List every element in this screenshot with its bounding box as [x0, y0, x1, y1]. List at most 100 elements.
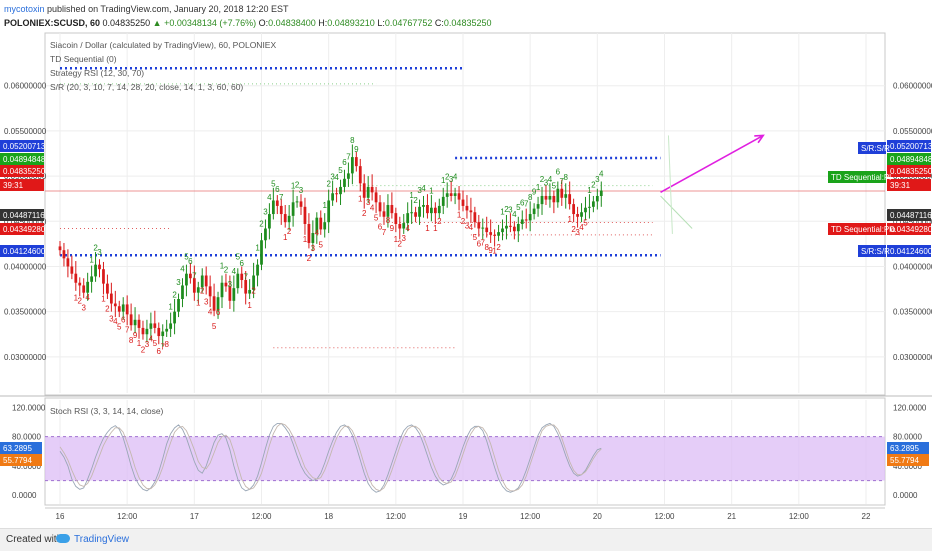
td-count-label: 4	[267, 193, 272, 202]
td-count-label: 4	[113, 317, 118, 326]
candles	[58, 144, 603, 347]
candle-body	[70, 266, 74, 274]
change-value: +0.00348134 (+7.76%)	[164, 18, 257, 28]
td-count-label: 8	[563, 173, 568, 182]
stoch-axis-right[interactable]: 120.0000 120.0000 80.0000 80.0000 40.0000 40.…	[12, 403, 927, 500]
td-count-label: 5	[319, 240, 324, 249]
td-count-label: 7	[524, 199, 529, 208]
td-count-label: 1	[283, 233, 288, 242]
x-tick-label: 20	[593, 512, 602, 521]
tradingview-brand[interactable]: TradingView	[74, 534, 130, 545]
tag-text: 0.04894848	[3, 155, 46, 164]
tag-text: TD Sequential:Pl	[831, 173, 891, 182]
x-tick-label: 18	[324, 512, 333, 521]
td-count-label: 5	[271, 179, 276, 188]
td-count-label: 6	[216, 308, 221, 317]
td-count-label: 1	[500, 208, 505, 217]
tag-bg	[887, 140, 931, 152]
stoch-tick-label: 0.0000	[893, 491, 918, 500]
published-text: published on TradingView.com, January 20…	[47, 4, 289, 14]
candle-body	[350, 157, 354, 174]
td-count-label: 5	[583, 219, 588, 228]
td-count-label: 9	[354, 145, 359, 154]
td-count-label: 2	[287, 227, 292, 236]
candle-body	[173, 311, 176, 324]
td-count-label: 3	[575, 228, 580, 237]
candle-body	[279, 205, 283, 215]
candle-body	[584, 207, 587, 213]
tag-text: 63.2895	[890, 444, 919, 453]
projection-line	[660, 134, 764, 194]
candle-body	[473, 212, 477, 223]
candle-body	[244, 280, 248, 294]
td-count-label: 4	[599, 170, 604, 179]
td-count-label: 3	[595, 175, 600, 184]
td-count-label: 8	[528, 193, 533, 202]
candle-body	[512, 226, 516, 232]
candle-body	[109, 293, 113, 304]
candle-body	[366, 186, 370, 198]
legend-stoch[interactable]: Stoch RSI (3, 3, 14, 14, close)	[50, 406, 164, 416]
candle-body	[192, 278, 196, 293]
td-count-label: 2	[295, 180, 300, 189]
td-count-label: 1	[567, 215, 572, 224]
td-count-label: 6	[188, 257, 193, 266]
tag-text: 0.04349280	[3, 225, 46, 234]
candle-body	[461, 199, 465, 206]
tag-bg	[887, 223, 931, 235]
candle-body	[382, 211, 386, 217]
x-tick-label: 12:00	[789, 512, 810, 521]
legend-main-title[interactable]: Siacoin / Dollar (calculated by TradingV…	[50, 40, 276, 50]
time-axis[interactable]: 16 12:00 17 12:00 18 12:00 19 12:00 20 12:00 21 12:…	[56, 512, 871, 521]
candle-body	[347, 173, 350, 179]
candle-body	[315, 217, 319, 234]
td-count-label: 7	[560, 177, 565, 186]
candle-body	[358, 166, 362, 184]
td-count-label: 1	[101, 295, 106, 304]
y-tick-label-left: 0.06000000	[4, 82, 47, 91]
candle-body	[129, 314, 133, 326]
y-tick-label: 0.04500000	[893, 217, 932, 226]
legend-sr[interactable]: S/R (20, 3, 10, 7, 14, 28, 20, close, 14…	[50, 82, 243, 92]
candle-body	[339, 186, 342, 195]
td-count-label: 4	[453, 172, 458, 181]
td-count-label: 5	[516, 203, 521, 212]
legend-td[interactable]: TD Sequential (0)	[50, 54, 117, 64]
candle-body	[599, 190, 603, 196]
low-label: L:	[377, 18, 385, 28]
x-tick-label: 19	[459, 512, 468, 521]
candle-body	[505, 225, 508, 229]
main-pane[interactable]	[44, 32, 886, 396]
tag-text: 0.04124600	[890, 247, 932, 256]
candle-body	[323, 222, 327, 230]
td-count-label: 3	[263, 208, 268, 217]
candle-body	[354, 157, 358, 167]
y-tick-label-left: 0.03000000	[4, 353, 47, 362]
td-count-label: 3	[417, 186, 422, 195]
td-count-label: 4	[469, 223, 474, 232]
td-count-label: 4	[512, 210, 517, 219]
candle-body	[422, 205, 425, 207]
td-count-label: 5	[117, 323, 122, 332]
candle-body	[445, 193, 449, 197]
stoch-tick-label: 120.0000	[893, 403, 927, 412]
legend-rsi[interactable]: Strategy RSI (12, 30, 70)	[50, 68, 144, 78]
left-price-tag: 0.04349280	[0, 223, 46, 235]
tag-text: S/R:S/R	[861, 247, 890, 256]
candle-body	[283, 214, 287, 223]
td-count-label: 5	[236, 253, 241, 262]
td-count-label: 1	[409, 191, 414, 200]
left-price-tag: 0.04835250	[0, 165, 46, 177]
td-count-label: 7	[346, 152, 351, 161]
candle-body	[453, 193, 457, 196]
x-tick-label: 12:00	[654, 512, 675, 521]
td-count-label: 2	[251, 287, 256, 296]
td-count-label: 2	[504, 205, 509, 214]
td-count-label: 4	[370, 203, 375, 212]
candle-body	[117, 306, 121, 312]
candle-body	[465, 205, 469, 211]
author-link[interactable]: mycotoxin	[4, 4, 45, 14]
high-label: H:	[318, 18, 328, 28]
